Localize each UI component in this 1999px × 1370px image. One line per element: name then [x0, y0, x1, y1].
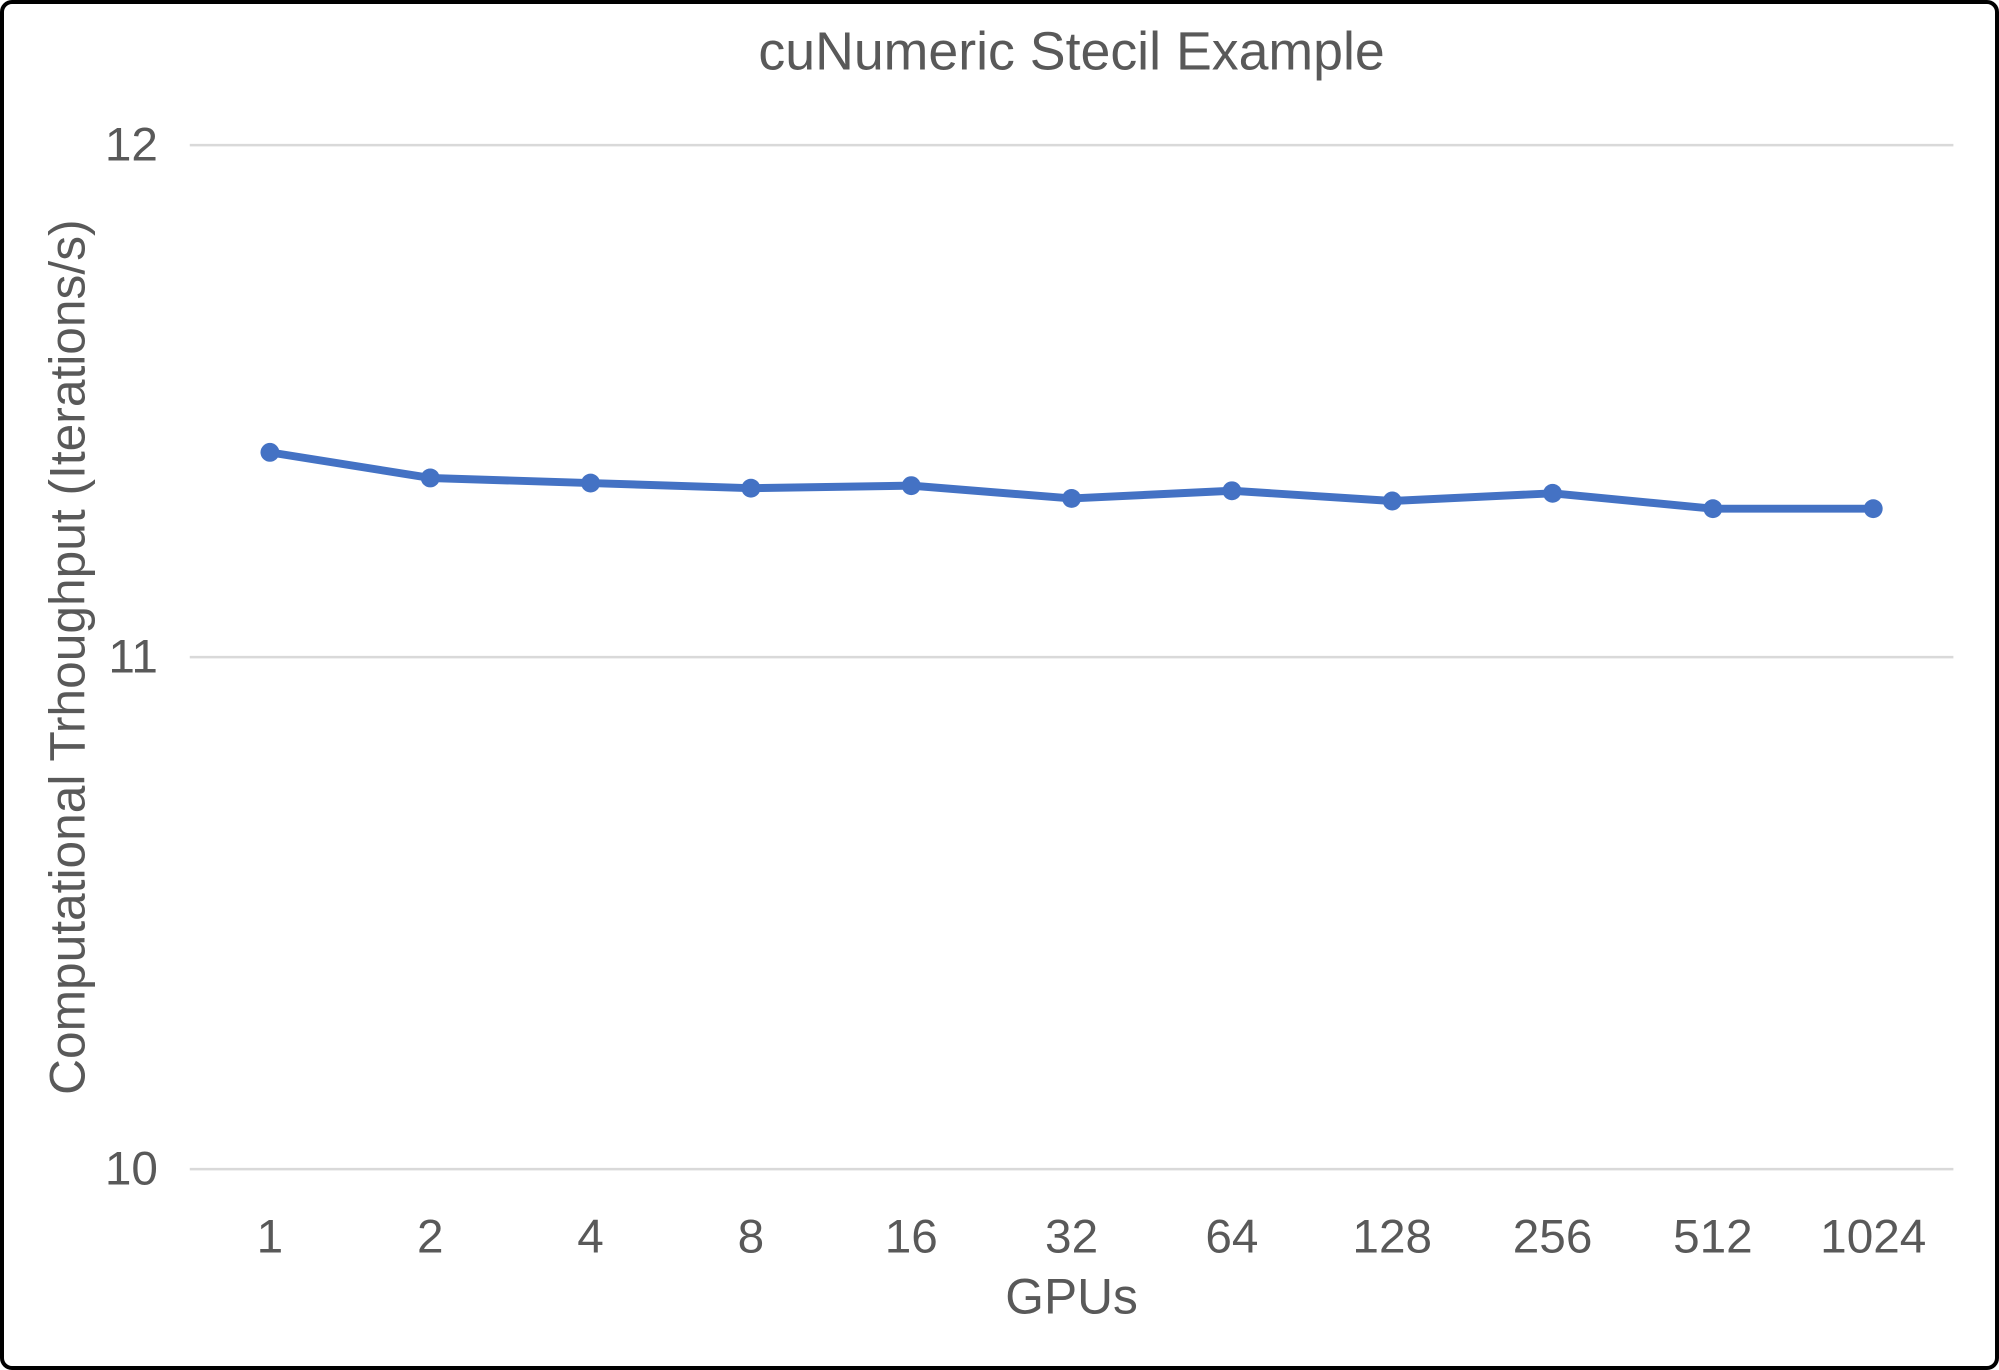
data-point-marker: [1863, 499, 1883, 519]
chart-title: cuNumeric Stecil Example: [758, 22, 1384, 82]
gridlines: [189, 143, 1954, 1171]
x-tick-label: 4: [577, 1210, 604, 1263]
x-tick-label: 2: [417, 1210, 444, 1263]
y-axis-tick-labels: 12 11 10: [105, 119, 158, 1196]
x-axis-title: GPUs: [1005, 1268, 1138, 1324]
data-point-marker: [581, 473, 601, 493]
data-point-marker: [1543, 483, 1563, 503]
y-tick-label: 11: [108, 631, 158, 684]
data-point-marker: [1222, 481, 1242, 501]
data-point-marker: [1703, 499, 1723, 519]
x-tick-label: 256: [1513, 1210, 1593, 1263]
x-tick-label: 512: [1673, 1210, 1753, 1263]
x-tick-label: 1024: [1820, 1210, 1926, 1263]
data-point-markers: [260, 442, 1883, 519]
data-point-marker: [1062, 489, 1082, 508]
x-tick-label: 16: [885, 1210, 938, 1263]
x-tick-label: 8: [738, 1210, 765, 1263]
x-tick-label: 32: [1045, 1210, 1098, 1263]
data-point-marker: [741, 478, 761, 498]
x-axis-tick-labels: 1 2 4 8 16 32 64 128 256 512 1024: [257, 1210, 1927, 1263]
y-tick-label: 10: [105, 1143, 158, 1196]
data-point-marker: [420, 468, 440, 488]
y-axis-title: Computational Trhoughput (Iterations/s): [39, 219, 95, 1095]
data-point-marker: [901, 476, 921, 496]
x-tick-label: 128: [1352, 1210, 1432, 1263]
data-point-marker: [260, 442, 280, 462]
x-tick-label: 1: [257, 1210, 284, 1263]
x-tick-label: 64: [1205, 1210, 1258, 1263]
y-tick-label: 12: [105, 119, 158, 172]
data-point-marker: [1382, 491, 1402, 511]
